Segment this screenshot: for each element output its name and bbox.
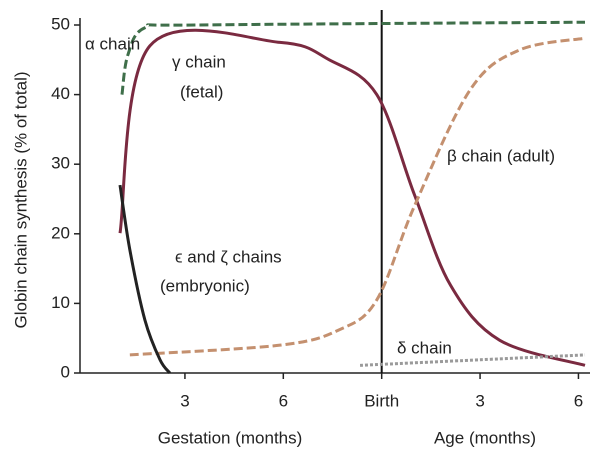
y-tick-label: 40 <box>51 84 70 103</box>
x-tick-label: 3 <box>180 391 189 410</box>
y-tick-label: 50 <box>51 14 70 33</box>
y-tick-label: 0 <box>61 362 70 381</box>
y-tick-label: 10 <box>51 293 70 312</box>
x-axis-label: Age (months) <box>434 428 536 447</box>
series-line <box>359 353 586 367</box>
x-tick-label: 6 <box>279 391 288 410</box>
y-axis-label: Globin chain synthesis (% of total) <box>11 71 30 328</box>
annotation: ϵ and ζ chains <box>175 247 282 266</box>
y-tick-label: 30 <box>51 154 70 173</box>
annotation: α chain <box>85 34 140 53</box>
x-tick-label: 3 <box>475 391 484 410</box>
x-tick-label: Birth <box>364 391 399 410</box>
series-line <box>129 36 586 357</box>
annotation: β chain (adult) <box>447 146 555 165</box>
annotation: (embryonic) <box>160 276 250 295</box>
x-tick-label: 6 <box>574 391 583 410</box>
annotation: (fetal) <box>180 82 223 101</box>
series-line <box>118 184 172 374</box>
series-line <box>120 20 586 95</box>
x-axis-label: Gestation (months) <box>158 428 303 447</box>
annotation: δ chain <box>397 338 452 357</box>
series-line <box>118 28 586 367</box>
annotation: γ chain <box>172 52 226 71</box>
y-tick-label: 20 <box>51 223 70 242</box>
